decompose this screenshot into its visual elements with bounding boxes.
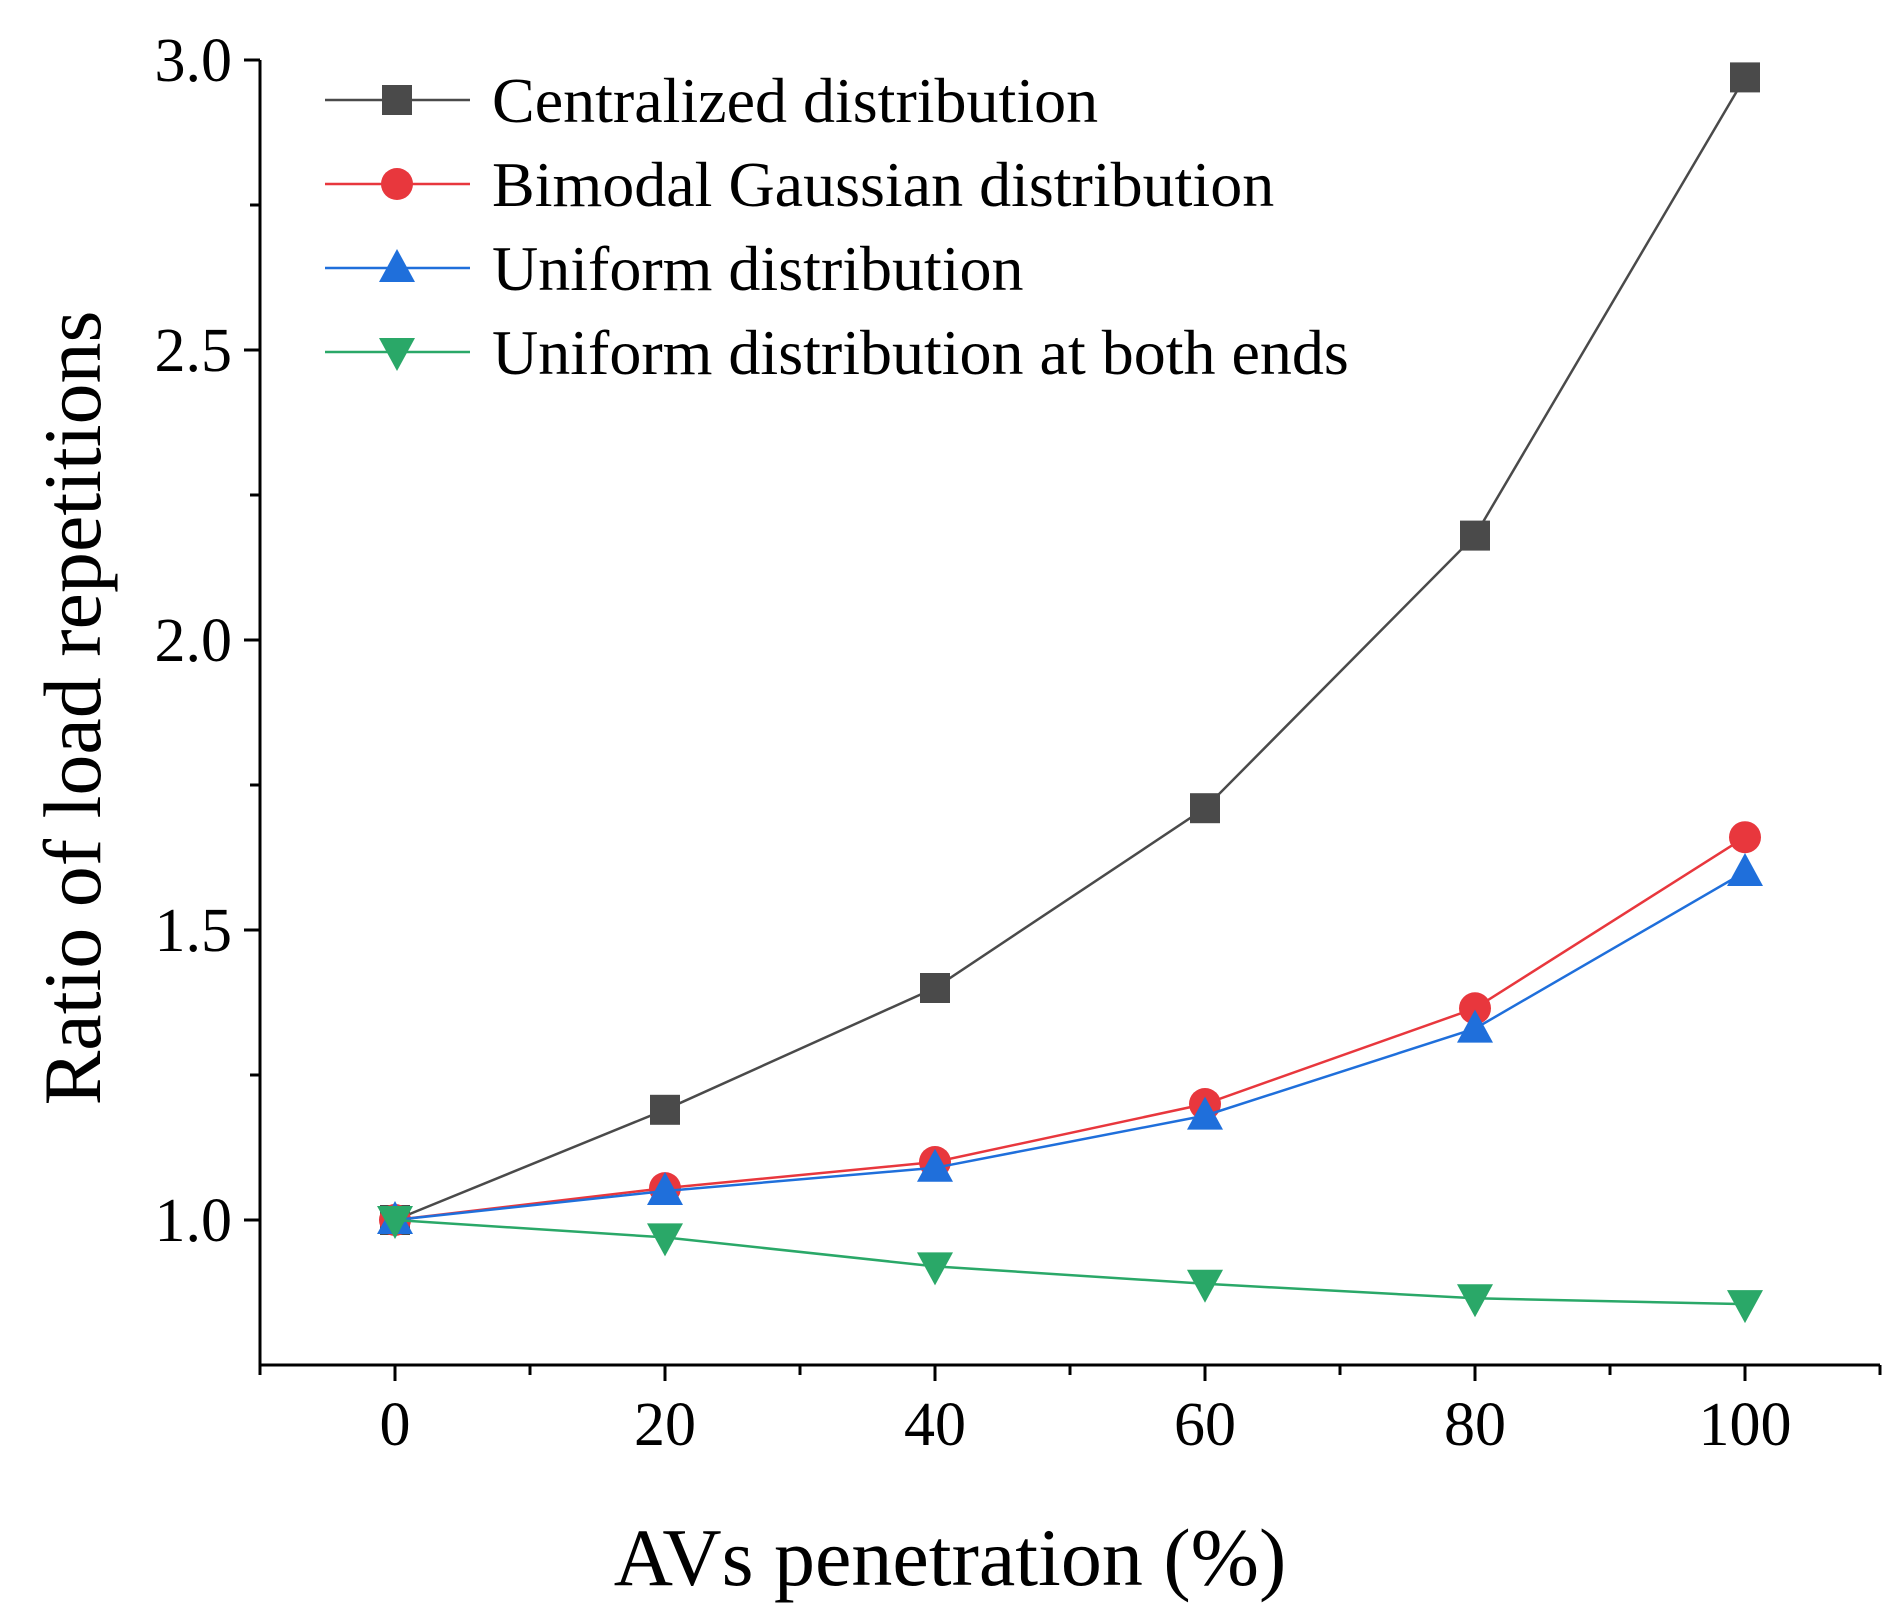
legend-item: Centralized distribution (325, 65, 1098, 136)
series-line (394, 870, 1746, 1222)
legend-marker (379, 249, 415, 282)
data-point (1187, 1096, 1223, 1130)
series-line (394, 76, 1747, 1222)
x-axis-title: AVs penetration (%) (614, 1512, 1287, 1603)
data-point (1190, 793, 1220, 824)
data-point (917, 1148, 953, 1182)
series-layer (377, 62, 1763, 1324)
x-tick-label: 80 (1444, 1391, 1506, 1459)
x-tick-label: 0 (380, 1391, 411, 1459)
data-point (920, 973, 950, 1003)
x-tick-label: 20 (634, 1391, 696, 1459)
legend-marker (382, 85, 412, 115)
y-axis-title: Ratio of load repetitions (27, 311, 118, 1106)
y-axis-ticks: 1.0 1.5 2.0 2.5 3.0 (155, 27, 260, 1255)
data-point (1730, 62, 1760, 93)
legend-marker (381, 168, 413, 200)
x-tick-label: 60 (1174, 1391, 1236, 1459)
legend-label: Uniform distribution (492, 233, 1024, 304)
series-line (394, 836, 1746, 1222)
legend-item: Uniform distribution at both ends (325, 317, 1349, 388)
data-point (1460, 520, 1490, 551)
series-4 (377, 1206, 1763, 1324)
data-point (377, 1206, 413, 1239)
x-axis-ticks: 0 20 40 60 80 100 (258, 1365, 1882, 1459)
series-2 (379, 821, 1761, 1236)
data-point (1727, 1290, 1763, 1324)
x-tick-label: 40 (904, 1391, 966, 1459)
series-line (394, 1218, 1746, 1306)
y-tick-label: 3.0 (155, 27, 233, 95)
legend-item: Uniform distribution (325, 233, 1024, 304)
legend: Centralized distribution Bimodal Gaussian… (325, 65, 1349, 388)
data-point (1457, 1009, 1493, 1043)
y-tick-label: 2.0 (155, 607, 233, 675)
series-1 (380, 62, 1760, 1235)
data-point (650, 1094, 680, 1125)
data-point (1727, 853, 1763, 886)
legend-label: Bimodal Gaussian distribution (492, 149, 1274, 220)
legend-label: Uniform distribution at both ends (492, 317, 1349, 388)
data-point (1457, 1284, 1493, 1318)
series-3 (377, 853, 1763, 1234)
x-tick-label: 100 (1699, 1391, 1792, 1459)
data-point (1729, 821, 1761, 854)
y-tick-label: 1.5 (155, 897, 233, 965)
legend-item: Bimodal Gaussian distribution (325, 149, 1274, 220)
data-point (1187, 1269, 1223, 1303)
y-tick-label: 1.0 (155, 1187, 233, 1255)
legend-label: Centralized distribution (492, 65, 1098, 136)
data-point (647, 1172, 683, 1205)
data-point (1459, 992, 1491, 1025)
data-point (647, 1223, 683, 1257)
y-tick-label: 2.5 (155, 317, 233, 385)
legend-marker (379, 338, 415, 371)
data-point (917, 1252, 953, 1286)
